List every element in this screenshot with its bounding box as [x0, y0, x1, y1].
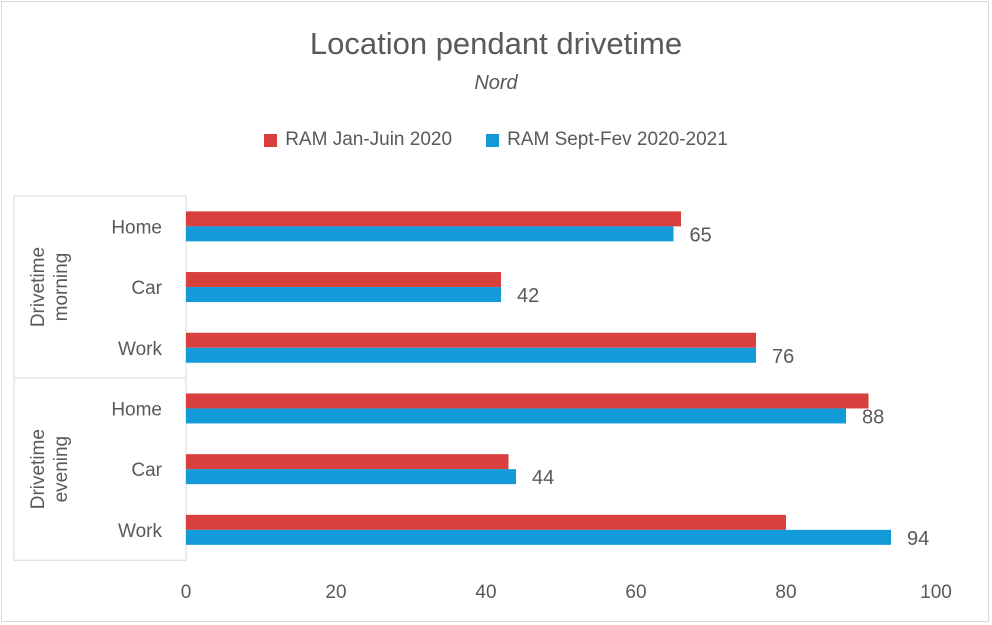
- x-tick-label: 0: [181, 582, 192, 603]
- x-tick-label: 100: [920, 582, 952, 603]
- bar-series-1: [186, 393, 869, 409]
- category-tick-label: Home: [111, 399, 162, 420]
- legend-item-series-2: RAM Sept-Fev 2020-2021: [486, 129, 728, 151]
- bar-series-2: [186, 226, 674, 242]
- data-label: 88: [862, 406, 884, 428]
- bar-series-1: [186, 332, 756, 348]
- data-label: 44: [532, 467, 554, 489]
- bar-series-1: [186, 211, 681, 227]
- x-tick-label: 40: [475, 582, 496, 603]
- legend-item-series-1: RAM Jan-Juin 2020: [264, 129, 452, 151]
- chart-legend: RAM Jan-Juin 2020 RAM Sept-Fev 2020-2021: [0, 129, 992, 151]
- bar-series-2: [186, 287, 501, 303]
- data-label: 65: [690, 224, 712, 246]
- legend-label-series-1: RAM Jan-Juin 2020: [285, 129, 453, 150]
- bar-series-1: [186, 514, 786, 530]
- legend-swatch-series-2: [486, 133, 500, 147]
- bar-series-2: [186, 469, 516, 485]
- bar-series-2: [186, 347, 756, 363]
- category-tick-label: Car: [131, 460, 162, 481]
- data-label: 94: [907, 528, 929, 550]
- category-tick-label: Work: [118, 339, 162, 360]
- category-tick-label: Home: [111, 217, 162, 238]
- chart-subtitle: Nord: [474, 72, 518, 94]
- group-label: Drivetime evening: [28, 429, 72, 509]
- x-tick-label: 60: [625, 582, 646, 603]
- legend-label-series-2: RAM Sept-Fev 2020-2021: [507, 129, 728, 150]
- legend-swatch-series-1: [264, 133, 278, 147]
- x-tick-label: 80: [775, 582, 796, 603]
- category-tick-label: Car: [131, 278, 162, 299]
- bar-series-2: [186, 408, 846, 424]
- chart-title: Location pendant drivetime: [309, 26, 683, 61]
- data-label: 76: [772, 346, 794, 368]
- bar-series-2: [186, 529, 891, 545]
- group-label: Drivetime morning: [28, 247, 72, 327]
- x-tick-label: 20: [325, 582, 346, 603]
- data-label: 42: [517, 285, 539, 307]
- bar-series-1: [186, 454, 509, 470]
- category-tick-label: Work: [118, 521, 162, 542]
- bar-series-1: [186, 272, 501, 288]
